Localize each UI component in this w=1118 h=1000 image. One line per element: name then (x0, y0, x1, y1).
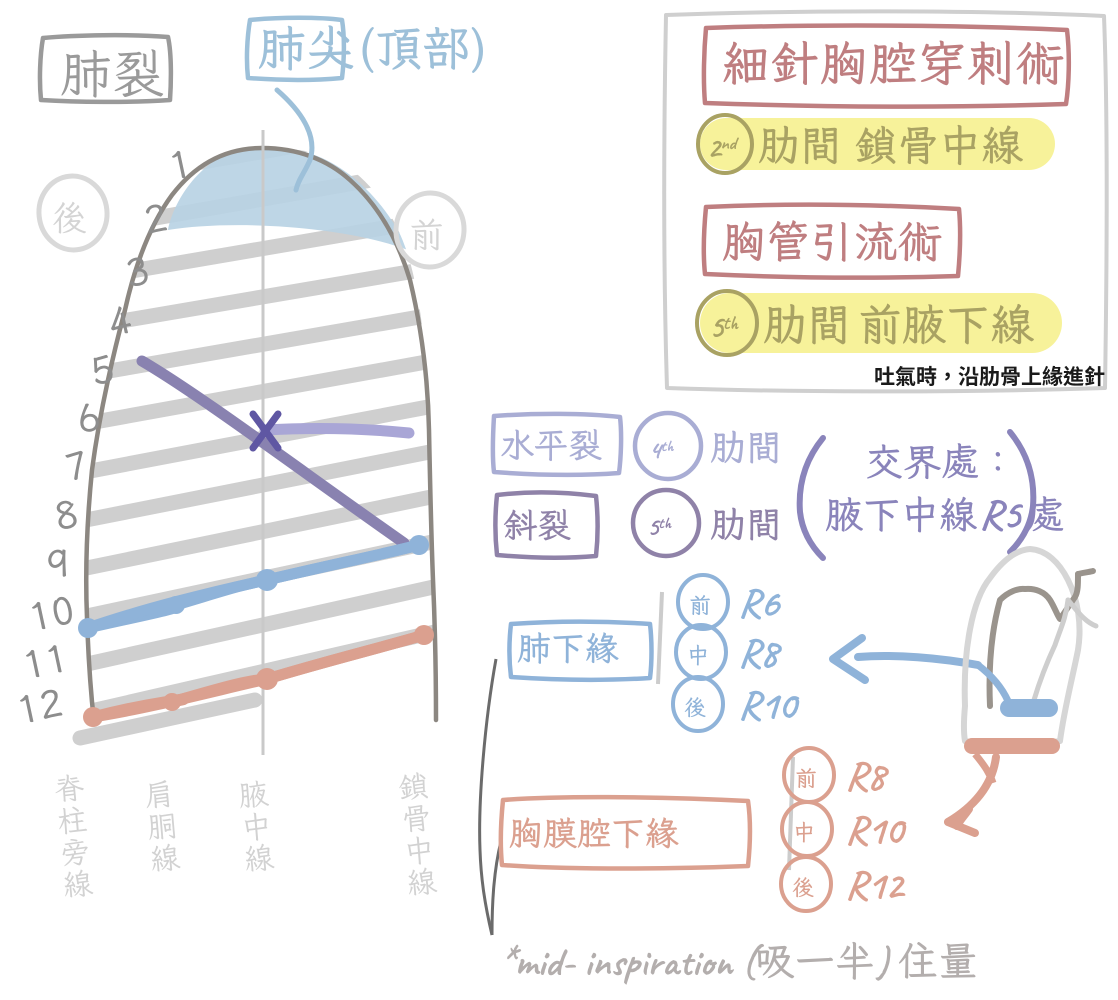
svg-text:*mid- inspiration (吸一半) 住量: *mid- inspiration (吸一半) 住量 (500, 937, 978, 987)
svg-text:中: 中 (793, 818, 815, 847)
svg-text:1: 1 (164, 137, 197, 191)
svg-text:R12: R12 (845, 860, 907, 910)
svg-text:肋間: 肋間 (710, 424, 782, 471)
svg-text:肺尖: 肺尖 (258, 15, 354, 79)
svg-text:胸管引流術: 胸管引流術 (722, 212, 942, 270)
svg-text:4th: 4th (649, 433, 674, 466)
svg-text:前: 前 (409, 211, 444, 257)
svg-text:脊柱旁線: 脊柱旁線 (48, 770, 99, 901)
svg-text:水平裂: 水平裂 (500, 422, 602, 467)
svg-text:肋間: 肋間 (763, 295, 851, 353)
svg-text:R8: R8 (845, 751, 890, 801)
svg-text:中: 中 (687, 641, 709, 670)
svg-text:後: 後 (792, 873, 814, 902)
svg-text:細針胸腔穿刺術: 細針胸腔穿刺術 (722, 30, 1065, 94)
svg-text:前: 前 (795, 764, 817, 793)
svg-text:R6: R6 (738, 578, 782, 628)
svg-text:肋間: 肋間 (758, 117, 842, 172)
svg-text:前: 前 (689, 591, 711, 620)
svg-text:R8: R8 (738, 628, 783, 678)
svg-text:腋中線: 腋中線 (232, 776, 280, 875)
svg-text:3: 3 (121, 244, 154, 298)
svg-text:肩胴線: 肩胴線 (138, 776, 186, 875)
svg-text:5th: 5th (647, 510, 672, 543)
svg-text:8: 8 (50, 487, 83, 541)
svg-text:肺裂: 肺裂 (60, 38, 164, 107)
svg-text:鎖骨中線: 鎖骨中線 (855, 117, 1023, 172)
svg-text:4: 4 (103, 293, 136, 347)
svg-text:12: 12 (12, 676, 67, 734)
svg-text:肺下緣: 肺下緣 (517, 625, 619, 670)
svg-text:吐氣時，沿肋骨上緣進針: 吐氣時，沿肋骨上緣進針 (874, 361, 1105, 391)
svg-text:後: 後 (684, 693, 706, 722)
svg-text:9: 9 (42, 536, 75, 590)
svg-text:R10: R10 (845, 805, 907, 855)
svg-text:肋間: 肋間 (710, 501, 782, 548)
svg-text:後: 後 (52, 194, 87, 240)
svg-text:前腋下線: 前腋下線 (858, 295, 1034, 353)
svg-text:胸膜腔下緣: 胸膜腔下緣 (509, 810, 679, 855)
svg-text:6: 6 (72, 390, 105, 444)
svg-text:鎖骨中線: 鎖骨中線 (392, 768, 443, 899)
svg-text:7: 7 (60, 438, 93, 492)
svg-text:(頂部): (頂部) (358, 15, 488, 79)
svg-text:交界處：: 交界處： (865, 436, 1017, 486)
svg-text:斜裂: 斜裂 (503, 502, 571, 547)
svg-text:R10: R10 (738, 680, 800, 730)
